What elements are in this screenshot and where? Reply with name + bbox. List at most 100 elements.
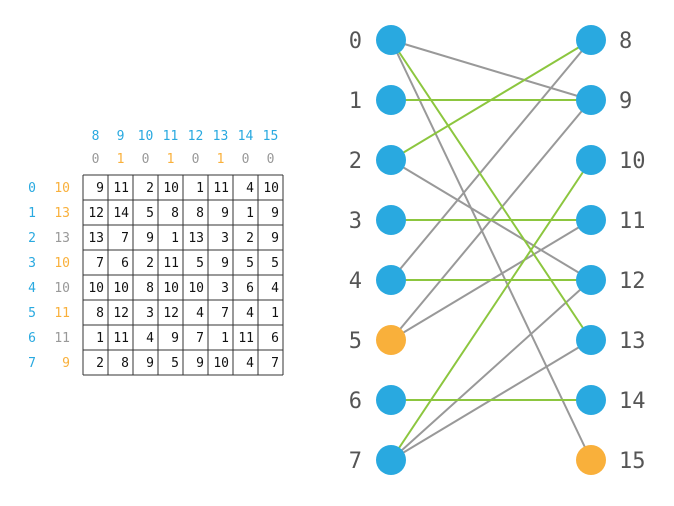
- left-node-label: 1: [349, 89, 362, 114]
- matrix-cell: 4: [246, 181, 254, 196]
- right-node-8: [576, 25, 606, 55]
- column-label: 11: [163, 129, 179, 144]
- matrix-cell: 11: [213, 181, 229, 196]
- left-node-label: 0: [349, 29, 362, 54]
- left-node-5: [376, 325, 406, 355]
- column-potential: 0: [92, 152, 100, 167]
- column-potential: 0: [267, 152, 275, 167]
- matrix-cell: 8: [121, 356, 129, 371]
- matrix-cell: 1: [96, 331, 104, 346]
- matrix-cell: 10: [213, 356, 229, 371]
- edge-7-12: [390, 279, 592, 461]
- matrix-cell: 4: [146, 331, 154, 346]
- left-node-2: [376, 145, 406, 175]
- matrix-cell: 10: [188, 281, 204, 296]
- right-node-14: [576, 385, 606, 415]
- column-label: 8: [92, 129, 100, 144]
- matrix-cell: 9: [96, 181, 104, 196]
- right-node-label: 14: [619, 389, 646, 414]
- row-label: 5: [28, 306, 36, 321]
- matrix-cell: 9: [146, 356, 154, 371]
- matrix-cell: 4: [246, 306, 254, 321]
- matrix-cell: 8: [196, 206, 204, 221]
- left-node-6: [376, 385, 406, 415]
- row-potential: 11: [54, 331, 70, 346]
- matrix-cell: 12: [113, 306, 129, 321]
- matrix-cell: 10: [113, 281, 129, 296]
- matrix-cell: 13: [188, 231, 204, 246]
- matrix-cell: 7: [221, 306, 229, 321]
- matrix-cell: 7: [271, 356, 279, 371]
- row-label: 6: [28, 331, 36, 346]
- row-label: 7: [28, 356, 36, 371]
- matrix-cell: 10: [163, 181, 179, 196]
- matrix-cell: 5: [271, 256, 279, 271]
- matrix-cell: 12: [88, 206, 104, 221]
- matrix-cell: 10: [163, 281, 179, 296]
- matrix-grid: [82, 174, 284, 376]
- matrix-cell: 7: [196, 331, 204, 346]
- matrix-cell: 9: [196, 356, 204, 371]
- column-label: 13: [213, 129, 229, 144]
- cost-matrix-panel: 8 9 10 11 12 13 14 150 1 0 1 0 1 0 00 101 132 133 104 105 11…: [28, 129, 284, 376]
- left-node-7: [376, 445, 406, 475]
- column-potential: 1: [167, 152, 175, 167]
- matrix-cell: 4: [196, 306, 204, 321]
- matrix-cell: 1: [221, 331, 229, 346]
- matrix-cell: 9: [221, 256, 229, 271]
- matrix-cell: 5: [146, 206, 154, 221]
- matrix-cell: 9: [221, 206, 229, 221]
- row-potential: 13: [54, 206, 70, 221]
- matrix-cell: 4: [246, 356, 254, 371]
- matched-edge-2-8: [390, 39, 592, 161]
- matrix-cell: 4: [271, 281, 279, 296]
- edge-0-15: [390, 39, 592, 461]
- matched-edge-0-13: [390, 39, 592, 341]
- column-potential: 0: [142, 152, 150, 167]
- row-potential: 9: [62, 356, 70, 371]
- left-node-label: 5: [349, 329, 362, 354]
- matrix-cell: 8: [171, 206, 179, 221]
- matrix-cell: 1: [171, 231, 179, 246]
- matrix-cell: 7: [96, 256, 104, 271]
- left-node-label: 4: [349, 269, 362, 294]
- right-node-15: [576, 445, 606, 475]
- matrix-cell: 9: [146, 231, 154, 246]
- row-potential: 13: [54, 231, 70, 246]
- matrix-cell: 6: [246, 281, 254, 296]
- matrix-cell: 1: [246, 206, 254, 221]
- matrix-cell: 11: [113, 181, 129, 196]
- row-label: 1: [28, 206, 36, 221]
- column-label: 9: [117, 129, 125, 144]
- matrix-cell: 5: [196, 256, 204, 271]
- matrix-cell: 5: [246, 256, 254, 271]
- matrix-cell: 10: [263, 181, 279, 196]
- left-node-label: 3: [349, 209, 362, 234]
- left-node-label: 7: [349, 449, 362, 474]
- row-potential: 10: [54, 181, 70, 196]
- matrix-cell: 2: [246, 231, 254, 246]
- matrix-cell: 1: [271, 306, 279, 321]
- left-node-1: [376, 85, 406, 115]
- right-node-label: 8: [619, 29, 632, 54]
- row-label: 4: [28, 281, 36, 296]
- row-potential: 10: [54, 256, 70, 271]
- matrix-cell: 8: [96, 306, 104, 321]
- matrix-cell: 8: [146, 281, 154, 296]
- graph-edges: [390, 39, 592, 461]
- matrix-cell: 9: [271, 206, 279, 221]
- matrix-cell: 5: [171, 356, 179, 371]
- matched-edge-7-10: [390, 159, 592, 461]
- column-label: 14: [238, 129, 254, 144]
- matrix-cell: 6: [121, 256, 129, 271]
- column-potential: 1: [217, 152, 225, 167]
- right-node-label: 13: [619, 329, 646, 354]
- matrix-cell: 1: [196, 181, 204, 196]
- matrix-cell: 3: [146, 306, 154, 321]
- edge-0-9: [390, 39, 592, 101]
- left-node-0: [376, 25, 406, 55]
- matrix-cell: 2: [146, 181, 154, 196]
